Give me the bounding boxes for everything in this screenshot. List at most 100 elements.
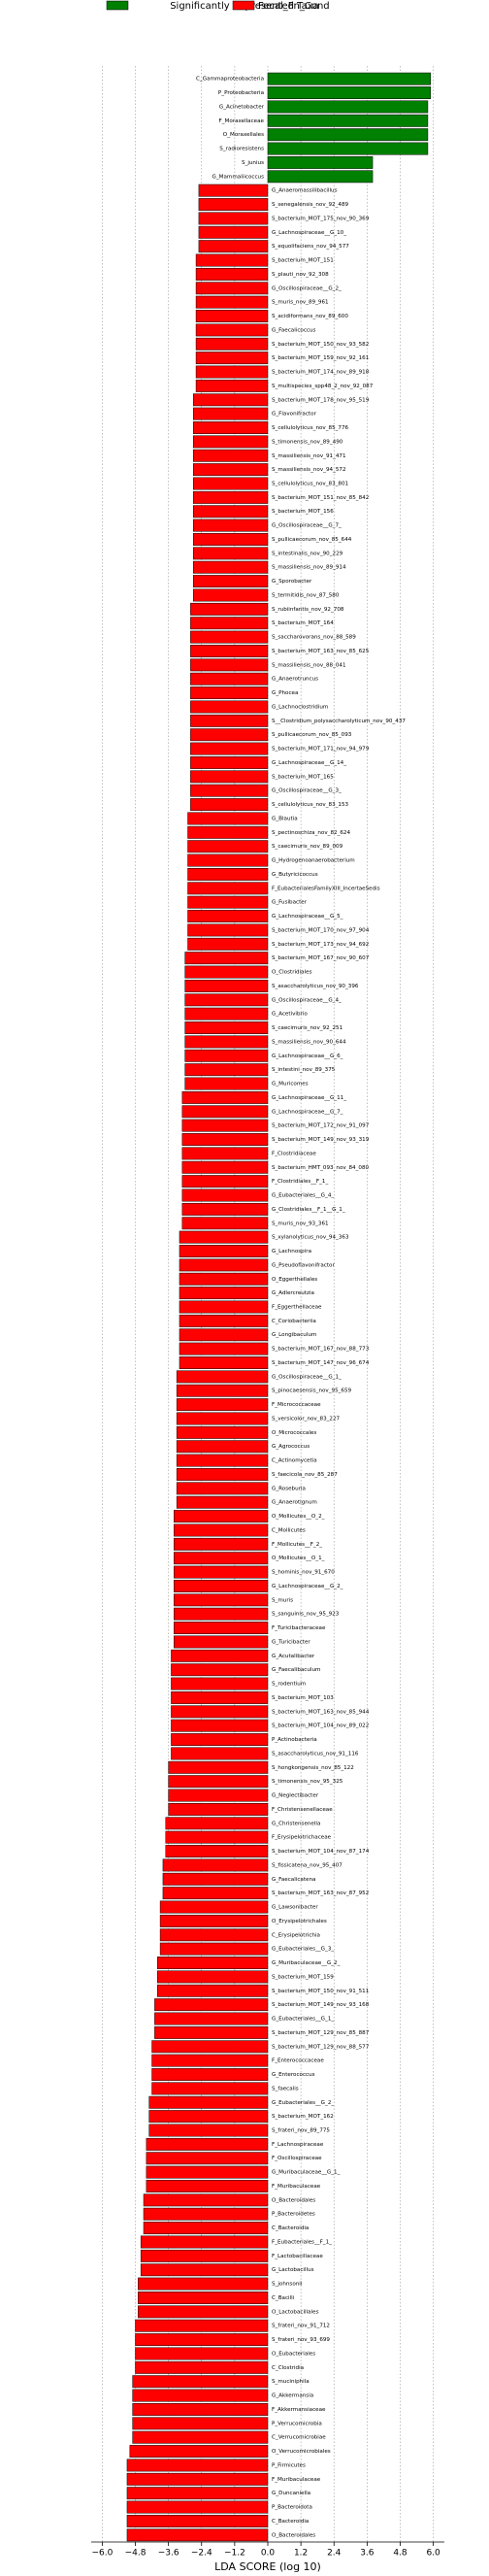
bar [195,351,269,365]
bar [190,714,269,727]
bar-label: F_Clostridiales__F_1_ [272,1179,328,1185]
bar-label: C_Bacteroidia [272,2519,309,2525]
bar [181,1090,269,1104]
bar [190,672,269,686]
bar-label: S_hominis_nov_91_670 [272,1570,335,1576]
bar [148,2124,269,2137]
bar-label: S_muris_nov_89_961 [272,300,329,306]
bar [179,1356,269,1369]
bar-label: F_Muribaculaceae [272,2184,321,2190]
bar-label: S_timonensis_nov_89_490 [272,439,343,445]
bar-label: G_Eubacteriales__G_4_ [272,1193,334,1199]
bar [198,240,269,253]
bar [187,840,269,853]
x-tick-label: −2.4 [191,2549,212,2559]
bar [179,1300,269,1314]
bar-label: S_radioresistens [219,147,264,152]
bar [146,2137,269,2151]
bar-label: S_bacterium_MOT_159 [272,1974,334,1980]
bar [176,1454,269,1467]
bar [176,1398,269,1412]
bar [168,1789,269,1802]
x-tick-label: −1.2 [224,2549,245,2559]
bar-label: S_pullicaecorum_nov_85_644 [272,537,352,543]
bar [181,1119,269,1132]
bar [195,379,269,392]
bar [179,1342,269,1355]
bar [168,1760,269,1774]
bar [192,449,269,462]
bar [148,2110,269,2124]
bar-label: S_bacterium_MOT_162 [272,2114,334,2120]
bar [190,728,269,742]
bar [192,393,269,407]
bar [267,72,432,85]
bar [181,1105,269,1119]
bar-label: S_massiliensis_nov_91_471 [272,453,346,459]
bar-label: G_Akkermansia [272,2393,313,2399]
bar-label: S_bacterium_MOT_163_nov_85_625 [272,649,370,654]
bar-label: G_Butyricicoccus [272,872,318,878]
bar-label: O_Lactobacillales [272,2309,319,2315]
bar-label: S_frateri_nov_93_699 [272,2337,330,2343]
bar [187,812,269,825]
bar [140,2235,269,2249]
bar-label: O_Mollicutes__O_1_ [272,1556,325,1561]
bar-label: P_Bacteroidetes [272,2212,315,2218]
bar-label: F_Christensenellaceae [272,1807,333,1813]
bar-label: G_Adlercreutzia [272,1290,314,1296]
bar [171,1719,269,1732]
bar [184,952,269,965]
bar-label: S_bacterium_MOT_129_nov_85_887 [272,2030,370,2036]
bar [176,1482,269,1495]
bar-label: G_Enterococcus [272,2072,315,2078]
bar [184,993,269,1007]
bar [192,490,269,504]
bar [135,2347,269,2360]
bar [135,2333,269,2347]
bar [181,1147,269,1160]
bar-label: S_faecicola_nov_85_287 [272,1472,338,1478]
bar [176,1384,269,1397]
bar-label: G_Hydrogenoanaerobacterium [272,858,355,864]
bar-label: G_Lachnospiraceae__G_14_ [272,760,346,766]
bar [190,658,269,672]
bar-label: S_bacterium_MOT_156 [272,509,334,515]
x-tick-label: −3.6 [158,2549,179,2559]
bar-label: S_massiliensis_nov_94_572 [272,467,346,473]
x-tick-label: 2.4 [327,2549,342,2559]
bar [171,1663,269,1677]
bar [151,2068,269,2081]
bar-label: G_Faecalicoccus [272,327,316,333]
bar [135,2360,269,2374]
bar [165,1845,269,1857]
bar [151,2082,269,2095]
bar-label: G_Oscillospiraceae__G_3_ [272,788,342,794]
bar-label: S_bacterium_MOT_159_nov_92_161 [272,355,370,361]
bar [198,212,269,225]
bar-label: S_bacterium_MOT_173_nov_94_692 [272,942,369,948]
bar-label: G_Oscillospiraceae__G_1_ [272,1374,342,1380]
bar [157,1957,269,1969]
bar [126,2515,269,2527]
bar-label: C_Mollicutes [272,1527,306,1533]
bar-label: S_rodentium [272,1682,306,1688]
bar-label: S_bacterium_MOT_151 [272,258,334,264]
bar-label: S_bacterium_MOT_104_nov_89_022 [272,1723,369,1729]
bar-label: C_Actinomycetia [272,1458,317,1464]
bar [154,2012,269,2025]
bar [162,1858,269,1872]
bar-label: G_Mammaliicoccus [212,174,265,180]
bar-label: G_Lachnospira [272,1249,311,1255]
bar [267,86,432,99]
bar-label: G_Eubacteriales__G_2_ [272,2100,334,2106]
bar-label: S_timonensis_nov_95_325 [272,1779,343,1785]
x-tick-label: 3.6 [360,2549,375,2559]
bar [174,1635,269,1649]
bar-label: S_bacterium_MOT_149_nov_93_319 [272,1137,370,1143]
bar [190,784,269,797]
bar [192,519,269,532]
bar-label: O_Verrucomicrobiales [272,2449,331,2455]
bar [184,1063,269,1077]
bar-label: G_Lachnospiraceae__G_5_ [272,914,343,920]
